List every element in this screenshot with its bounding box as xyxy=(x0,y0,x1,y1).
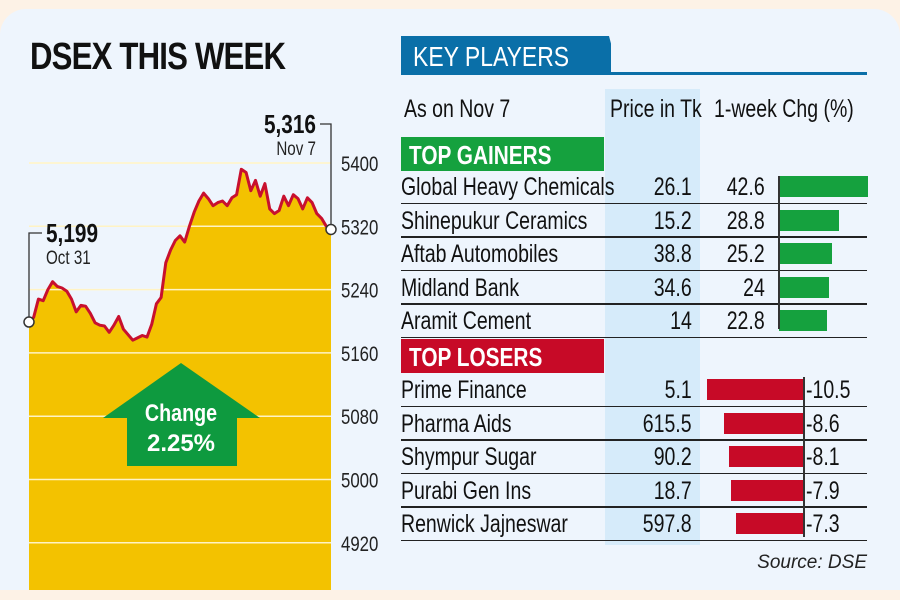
top-gainers-label: TOP GAINERS xyxy=(401,137,604,171)
gainer-row: Aramit Cement 14 22.8 xyxy=(401,305,867,338)
key-players-title: KEY PLAYERS xyxy=(413,41,570,72)
company-name: Shympur Sugar xyxy=(401,443,537,471)
losers-zero-axis xyxy=(803,377,805,537)
y-tick-label: 4920 xyxy=(341,533,378,556)
y-tick-label: 5080 xyxy=(341,407,378,430)
source-note: Source: DSE xyxy=(757,552,867,573)
bottom-band xyxy=(0,590,900,600)
chart-gridlines-over xyxy=(29,162,331,544)
loser-row: Renwick Jajneswar 597.8 -7.3 xyxy=(401,508,867,541)
y-tick-label: 5160 xyxy=(341,343,378,366)
key-players-tab xyxy=(401,36,611,74)
y-tick-label: 5000 xyxy=(341,470,378,493)
change-value: 24 xyxy=(743,273,765,302)
change-value: -8.6 xyxy=(806,409,840,438)
loss-bar xyxy=(724,412,803,434)
price-value: 26.1 xyxy=(654,173,692,201)
loser-row: Purabi Gen Ins 18.7 -7.9 xyxy=(401,475,867,508)
company-name: Global Heavy Chemicals xyxy=(401,173,615,201)
start-point-marker xyxy=(23,316,35,328)
key-players-rule xyxy=(401,72,867,75)
row-divider xyxy=(401,405,867,407)
change-value: -7.3 xyxy=(806,510,840,538)
row-divider xyxy=(401,336,867,338)
change-value: -8.1 xyxy=(806,443,840,471)
end-point-marker xyxy=(325,223,337,236)
company-name: Midland Bank xyxy=(401,273,520,302)
gainers-zero-axis xyxy=(778,176,780,329)
gain-bar xyxy=(779,276,830,298)
end-value-label: 5,316 xyxy=(264,110,316,139)
loss-bar xyxy=(730,479,803,501)
y-tick-label: 5320 xyxy=(341,217,378,240)
gainer-row: Global Heavy Chemicals 26.1 42.6 xyxy=(401,171,868,204)
loss-bar xyxy=(707,379,803,400)
loss-bar xyxy=(728,446,803,467)
row-divider xyxy=(401,269,867,271)
row-divider xyxy=(401,539,867,541)
price-column-highlight xyxy=(605,89,700,545)
price-value: 38.8 xyxy=(654,240,692,268)
chart-title: DSEX THIS WEEK xyxy=(30,36,286,78)
gainer-row: Shinepukur Ceramics 15.2 28.8 xyxy=(401,205,867,238)
change-value: 2.25% xyxy=(147,430,215,457)
company-name: Purabi Gen Ins xyxy=(401,476,532,505)
price-value: 5.1 xyxy=(664,376,692,404)
company-name: Pharma Aids xyxy=(401,409,512,438)
as-on-date: As on Nov 7 xyxy=(404,95,511,123)
company-name: Prime Finance xyxy=(401,376,527,404)
change-value: 28.8 xyxy=(727,206,765,235)
gain-bar xyxy=(779,209,840,231)
change-value: 42.6 xyxy=(727,173,765,201)
change-value: 25.2 xyxy=(727,240,765,268)
loser-row: Prime Finance 5.1 -10.5 xyxy=(401,374,867,407)
row-divider xyxy=(401,202,867,204)
price-value: 18.7 xyxy=(654,476,692,505)
start-leader-line xyxy=(28,232,42,318)
row-divider xyxy=(401,303,867,305)
top-losers-label: TOP LOSERS xyxy=(401,339,604,373)
row-divider xyxy=(401,506,867,508)
row-divider xyxy=(401,472,867,474)
start-date-label: Oct 31 xyxy=(46,246,91,268)
end-leader-line xyxy=(320,123,332,225)
gainer-row: Midland Bank 34.6 24 xyxy=(401,272,867,305)
gain-bar xyxy=(779,243,832,264)
loser-row: Shympur Sugar 90.2 -8.1 xyxy=(401,441,867,474)
row-divider xyxy=(401,439,867,441)
gain-bar xyxy=(779,310,827,331)
y-tick-label: 5240 xyxy=(341,280,378,303)
y-tick-label: 5400 xyxy=(341,153,378,176)
gainer-row: Aftab Automobiles 38.8 25.2 xyxy=(401,238,867,271)
price-header: Price in Tk xyxy=(610,95,702,123)
dsex-chart: 5400 5320 5240 5160 5080 5000 4920 5,199 Oct 3… xyxy=(23,110,378,591)
gain-bar xyxy=(779,176,868,197)
y-axis-ticks: 5400 5320 5240 5160 5080 5000 4920 xyxy=(341,153,378,556)
dsex-line xyxy=(27,167,332,342)
price-value: 597.8 xyxy=(643,510,692,538)
price-value: 90.2 xyxy=(654,443,692,471)
row-divider xyxy=(401,236,867,238)
company-name: Shinepukur Ceramics xyxy=(401,206,588,235)
company-name: Aftab Automobiles xyxy=(401,240,559,268)
loss-bar xyxy=(736,513,803,534)
change-value: 22.8 xyxy=(727,307,765,335)
company-name: Aramit Cement xyxy=(401,307,532,335)
change-arrow-icon xyxy=(103,363,260,466)
change-value: -7.9 xyxy=(806,476,840,505)
price-value: 615.5 xyxy=(643,409,692,438)
price-value: 15.2 xyxy=(654,206,692,235)
end-date-label: Nov 7 xyxy=(276,137,316,159)
price-value: 34.6 xyxy=(654,273,692,302)
price-value: 14 xyxy=(670,307,692,335)
change-header: 1-week Chg (%) xyxy=(714,95,854,123)
company-name: Renwick Jajneswar xyxy=(401,510,568,538)
start-value-label: 5,199 xyxy=(46,219,98,248)
change-value: -10.5 xyxy=(806,376,851,404)
change-label: Change xyxy=(145,399,217,426)
loser-row: Pharma Aids 615.5 -8.6 xyxy=(401,408,867,441)
